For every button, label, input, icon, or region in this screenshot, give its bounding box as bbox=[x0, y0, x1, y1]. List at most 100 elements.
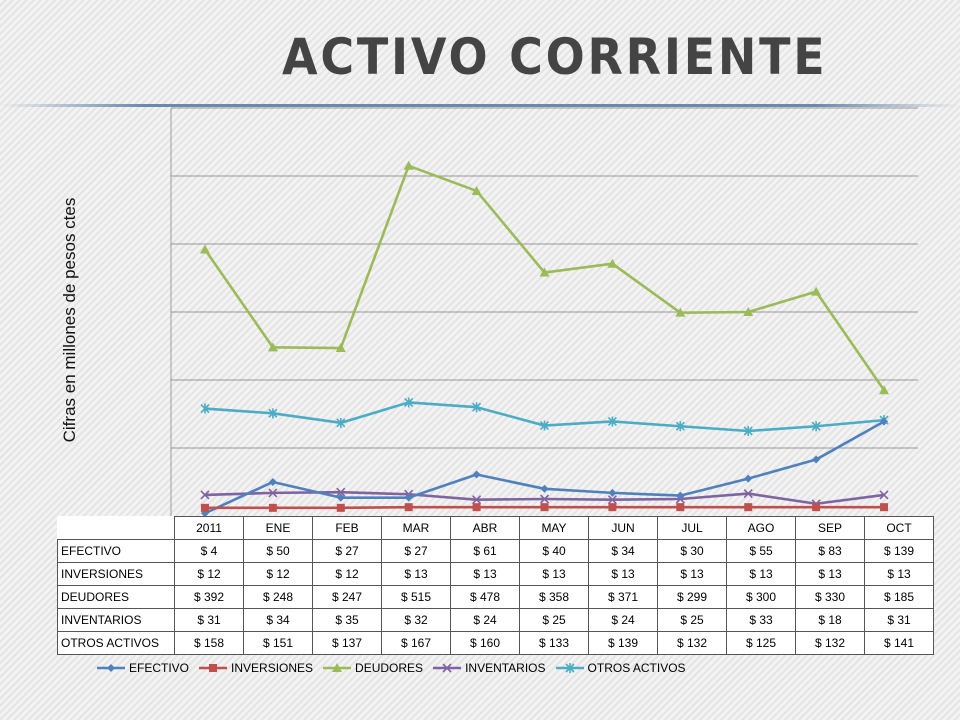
marker-diamond bbox=[268, 478, 277, 486]
data-label: $ 24 bbox=[450, 608, 520, 632]
marker-triangle bbox=[675, 307, 686, 317]
data-label: $ 61 bbox=[450, 539, 520, 563]
data-label: $ 139 bbox=[588, 631, 658, 655]
category-tick-label: AGO bbox=[726, 516, 796, 540]
marker-diamond bbox=[200, 509, 209, 518]
data-label: $ 247 bbox=[312, 585, 382, 609]
legend-item: INVENTARIOS bbox=[433, 661, 546, 675]
marker-triangle bbox=[332, 663, 343, 672]
data-label: $ 12 bbox=[174, 562, 244, 586]
data-label: $ 30 bbox=[657, 539, 727, 563]
marker-star bbox=[743, 426, 753, 436]
marker-star bbox=[539, 420, 550, 431]
data-label: $ 34 bbox=[588, 539, 658, 563]
marker-star bbox=[564, 663, 575, 673]
marker-square bbox=[880, 503, 889, 512]
table-row-header: OTROS ACTIVOS bbox=[57, 631, 175, 655]
series-efectivo bbox=[200, 417, 889, 518]
marker-triangle bbox=[743, 307, 754, 316]
data-label: $ 371 bbox=[588, 585, 658, 609]
legend-swatch-icon bbox=[199, 664, 228, 672]
data-label: $ 13 bbox=[519, 562, 589, 586]
marker-star bbox=[268, 408, 278, 419]
data-label: $ 40 bbox=[519, 539, 589, 563]
data-label: $ 4 bbox=[174, 539, 244, 563]
marker-diamond bbox=[540, 484, 549, 493]
marker-diamond bbox=[812, 455, 821, 464]
data-label: $ 248 bbox=[243, 585, 313, 609]
gridlines bbox=[170, 107, 918, 516]
data-label: $ 12 bbox=[243, 562, 313, 586]
data-label: $ 515 bbox=[381, 585, 451, 609]
chart-legend: EFECTIVO INVERSIONES DEUDORES INVENTARIOS OT… bbox=[97, 658, 797, 678]
data-label: $ 32 bbox=[381, 608, 451, 632]
marker-star bbox=[472, 402, 482, 413]
data-label: $ 33 bbox=[726, 608, 796, 632]
title-underline bbox=[0, 104, 960, 107]
data-label: $ 300 bbox=[726, 585, 796, 609]
marker-square bbox=[744, 503, 753, 512]
data-label: $ 185 bbox=[864, 585, 934, 609]
marker-triangle bbox=[335, 343, 346, 353]
data-label: $ 132 bbox=[795, 631, 865, 655]
marker-square bbox=[676, 503, 685, 512]
legend-label: OTROS ACTIVOS bbox=[587, 661, 686, 675]
series-inversiones bbox=[200, 503, 889, 512]
data-label: $ 132 bbox=[657, 631, 727, 655]
data-label: $ 139 bbox=[864, 539, 934, 563]
data-label: $ 137 bbox=[312, 631, 382, 655]
data-label: $ 13 bbox=[657, 562, 727, 586]
data-label: $ 299 bbox=[657, 585, 727, 609]
data-label: $ 27 bbox=[312, 539, 382, 563]
legend-item: EFECTIVO bbox=[97, 661, 189, 675]
marker-square bbox=[812, 503, 821, 512]
legend-swatch-icon bbox=[433, 663, 462, 673]
marker-square bbox=[540, 503, 549, 512]
marker-square bbox=[209, 664, 218, 672]
data-label: $ 50 bbox=[243, 539, 313, 563]
legend-label: INVERSIONES bbox=[231, 661, 314, 675]
marker-star bbox=[607, 416, 617, 427]
data-label: $ 35 bbox=[312, 608, 382, 632]
table-row-header: DEUDORES bbox=[57, 585, 175, 609]
marker-triangle bbox=[199, 244, 210, 254]
data-label: $ 27 bbox=[381, 539, 451, 563]
category-tick-label: OCT bbox=[864, 516, 934, 540]
data-label: $ 34 bbox=[243, 608, 313, 632]
data-label: $ 25 bbox=[519, 608, 589, 632]
chart-data-table: 2011 ENE FEB MAR ABR MAY JUN JUL AGO SEP OCT EFECT… bbox=[57, 516, 934, 655]
marker-diamond bbox=[472, 470, 481, 479]
legend-item: DEUDORES bbox=[323, 661, 423, 675]
marker-x bbox=[442, 663, 452, 673]
marker-triangle bbox=[811, 286, 822, 296]
category-tick-label: ABR bbox=[450, 516, 520, 540]
data-label: $ 13 bbox=[726, 562, 796, 586]
data-label: $ 141 bbox=[864, 631, 934, 655]
table-row-header: EFECTIVO bbox=[57, 539, 175, 563]
table-row: OTROS ACTIVOS $ 158 $ 151 $ 137 $ 167 $ 160 $ … bbox=[57, 631, 934, 655]
legend-label: EFECTIVO bbox=[129, 661, 190, 675]
data-label: $ 125 bbox=[726, 631, 796, 655]
data-label: $ 12 bbox=[312, 562, 382, 586]
series-line bbox=[203, 164, 886, 391]
table-row: INVENTARIOS $ 31 $ 34 $ 35 $ 32 $ 24 $ 25 $ 24 $… bbox=[57, 608, 934, 632]
data-label: $ 13 bbox=[588, 562, 658, 586]
marker-diamond bbox=[880, 417, 889, 426]
marker-square bbox=[200, 503, 209, 512]
table-row-header: INVERSIONES bbox=[57, 562, 175, 586]
data-label: $ 55 bbox=[726, 539, 796, 563]
marker-diamond bbox=[744, 474, 753, 483]
table-corner bbox=[57, 516, 175, 540]
legend-swatch-icon bbox=[323, 663, 352, 672]
marker-star bbox=[200, 403, 210, 414]
data-label: $ 24 bbox=[588, 608, 658, 632]
category-tick-label: JUN bbox=[588, 516, 658, 540]
marker-diamond bbox=[608, 488, 617, 497]
marker-x bbox=[539, 494, 550, 504]
table-header-row: 2011 ENE FEB MAR ABR MAY JUN JUL AGO SEP OCT bbox=[57, 516, 934, 540]
marker-square bbox=[268, 503, 277, 512]
data-label: $ 31 bbox=[864, 608, 934, 632]
table-body: EFECTIVO $ 4 $ 50 $ 27 $ 27 $ 61 $ 40 $ 34 $ 30 $… bbox=[57, 539, 934, 655]
marker-x bbox=[607, 495, 617, 505]
marker-star bbox=[811, 421, 821, 432]
